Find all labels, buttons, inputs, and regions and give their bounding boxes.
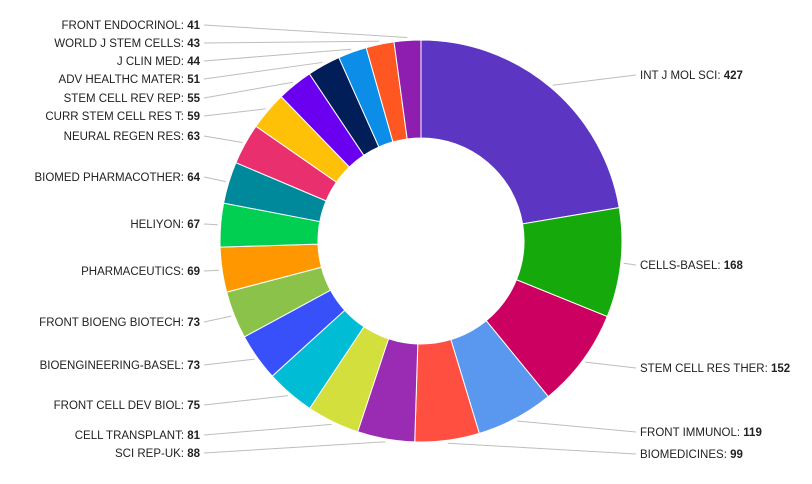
slice-label-value: 152 bbox=[771, 363, 790, 375]
slice-label-value: 55 bbox=[187, 93, 200, 105]
slice-label-j-clin-med: J CLIN MED: 44 bbox=[117, 56, 201, 68]
leader-line-bioengineering-basel bbox=[203, 358, 255, 366]
slice-label-cell-transplant: CELL TRANSPLANT: 81 bbox=[75, 430, 201, 442]
leader-line-world-j-stem-cells bbox=[203, 40, 380, 44]
slice-label-name: FRONT CELL DEV BIOL: bbox=[54, 400, 188, 412]
leader-line-heliyon bbox=[203, 223, 218, 226]
slice-label-front-immunol: FRONT IMMUNOL: 119 bbox=[640, 427, 762, 439]
slice-label-value: 81 bbox=[187, 430, 200, 442]
slice-label-sci-rep-uk: SCI REP-UK: 88 bbox=[115, 448, 201, 460]
slice-label-value: 168 bbox=[724, 260, 744, 272]
slice-label-name: CURR STEM CELL RES T: bbox=[45, 111, 187, 123]
slice-label-name: BIOENGINEERING-BASEL: bbox=[40, 360, 188, 372]
slice-label-name: BIOMED PHARMACOTHER: bbox=[34, 172, 187, 184]
slice-label-front-bioeng-biotech: FRONT BIOENG BIOTECH: 73 bbox=[39, 317, 200, 329]
donut-slices bbox=[219, 39, 623, 443]
slice-label-name: FRONT BIOENG BIOTECH: bbox=[39, 317, 187, 329]
slice-label-heliyon: HELIYON: 67 bbox=[130, 219, 200, 231]
slice-int-j-mol-sci[interactable] bbox=[420, 39, 620, 225]
slice-label-front-endocrinol: FRONT ENDOCRINOL: 41 bbox=[62, 20, 201, 32]
slice-label-int-j-mol-sci: INT J MOL SCI: 427 bbox=[640, 70, 743, 82]
slice-label-value: 119 bbox=[743, 427, 762, 439]
slice-label-bioengineering-basel: BIOENGINEERING-BASEL: 73 bbox=[40, 360, 200, 372]
slice-label-world-j-stem-cells: WORLD J STEM CELLS: 43 bbox=[54, 38, 200, 50]
leader-line-pharmaceutics bbox=[203, 269, 220, 272]
slice-label-cells-basel: CELLS-BASEL: 168 bbox=[640, 260, 744, 272]
slice-label-value: 43 bbox=[187, 38, 200, 50]
leader-line-front-cell-dev-biol bbox=[203, 395, 289, 406]
slice-label-value: 88 bbox=[187, 448, 200, 460]
slice-label-neural-regen-res: NEURAL REGEN RES: 63 bbox=[64, 131, 200, 143]
leader-line-front-immunol bbox=[516, 420, 637, 433]
slice-label-name: ADV HEALTHC MATER: bbox=[59, 74, 188, 86]
slice-label-name: PHARMACEUTICS: bbox=[81, 266, 187, 278]
slice-label-value: 67 bbox=[187, 219, 200, 231]
leader-line-stem-cell-rev-rep bbox=[203, 81, 293, 99]
slice-label-value: 64 bbox=[187, 172, 200, 184]
slice-label-name: INT J MOL SCI: bbox=[640, 70, 724, 82]
slice-label-front-cell-dev-biol: FRONT CELL DEV BIOL: 75 bbox=[54, 400, 201, 412]
leader-line-adv-healthc-mater bbox=[203, 61, 323, 80]
slice-label-name: J CLIN MED: bbox=[117, 56, 187, 68]
leader-line-front-endocrinol bbox=[203, 24, 408, 38]
slice-label-name: NEURAL REGEN RES: bbox=[64, 131, 188, 143]
slice-label-value: 73 bbox=[187, 317, 200, 329]
slice-label-value: 69 bbox=[187, 266, 200, 278]
slice-label-value: 73 bbox=[187, 360, 200, 372]
slice-label-biomed-pharmacother: BIOMED PHARMACOTHER: 64 bbox=[34, 172, 200, 184]
slice-label-value: 41 bbox=[187, 20, 200, 32]
slice-label-name: SCI REP-UK: bbox=[115, 448, 187, 460]
leader-line-int-j-mol-sci bbox=[552, 74, 637, 86]
leader-line-curr-stem-cell-res-t bbox=[203, 108, 266, 117]
slice-label-name: STEM CELL REV REP: bbox=[64, 93, 188, 105]
leader-line-biomedicines bbox=[447, 442, 637, 455]
slice-label-value: 99 bbox=[730, 449, 743, 461]
slice-label-value: 75 bbox=[187, 400, 200, 412]
slice-label-name: FRONT ENDOCRINOL: bbox=[62, 20, 188, 32]
slice-label-name: FRONT IMMUNOL: bbox=[640, 427, 743, 439]
leader-line-j-clin-med bbox=[203, 48, 352, 62]
leader-line-cell-transplant bbox=[203, 423, 332, 436]
leader-line-sci-rep-uk bbox=[203, 441, 386, 454]
slice-label-name: BIOMEDICINES: bbox=[640, 449, 730, 461]
slice-labels: INT J MOL SCI: 427 CELLS-BASEL: 168 STEM C… bbox=[34, 20, 790, 461]
leader-line-stem-cell-res-ther bbox=[585, 361, 637, 369]
leader-line-cells-basel bbox=[623, 262, 637, 266]
slice-label-name: HELIYON: bbox=[130, 219, 187, 231]
slice-label-name: CELLS-BASEL: bbox=[640, 260, 724, 272]
slice-label-biomedicines: BIOMEDICINES: 99 bbox=[640, 449, 743, 461]
leader-lines bbox=[203, 24, 637, 455]
slice-label-value: 59 bbox=[187, 111, 200, 123]
slice-label-value: 44 bbox=[187, 56, 200, 68]
slice-label-name: WORLD J STEM CELLS: bbox=[54, 38, 187, 50]
slice-label-stem-cell-rev-rep: STEM CELL REV REP: 55 bbox=[64, 93, 201, 105]
leader-line-neural-regen-res bbox=[203, 135, 243, 143]
slice-label-name: CELL TRANSPLANT: bbox=[75, 430, 187, 442]
slice-label-stem-cell-res-ther: STEM CELL RES THER: 152 bbox=[640, 363, 790, 375]
slice-label-adv-healthc-mater: ADV HEALTHC MATER: 51 bbox=[59, 74, 201, 86]
slice-label-value: 51 bbox=[187, 74, 200, 86]
leader-line-biomed-pharmacother bbox=[203, 176, 226, 183]
slice-label-value: 63 bbox=[187, 131, 200, 143]
slice-label-curr-stem-cell-res-t: CURR STEM CELL RES T: 59 bbox=[45, 111, 200, 123]
slice-label-value: 427 bbox=[724, 70, 743, 82]
slice-front-endocrinol[interactable] bbox=[393, 39, 422, 140]
slice-label-name: STEM CELL RES THER: bbox=[640, 363, 771, 375]
leader-line-front-bioeng-biotech bbox=[203, 315, 232, 323]
slice-label-pharmaceutics: PHARMACEUTICS: 69 bbox=[81, 266, 200, 278]
